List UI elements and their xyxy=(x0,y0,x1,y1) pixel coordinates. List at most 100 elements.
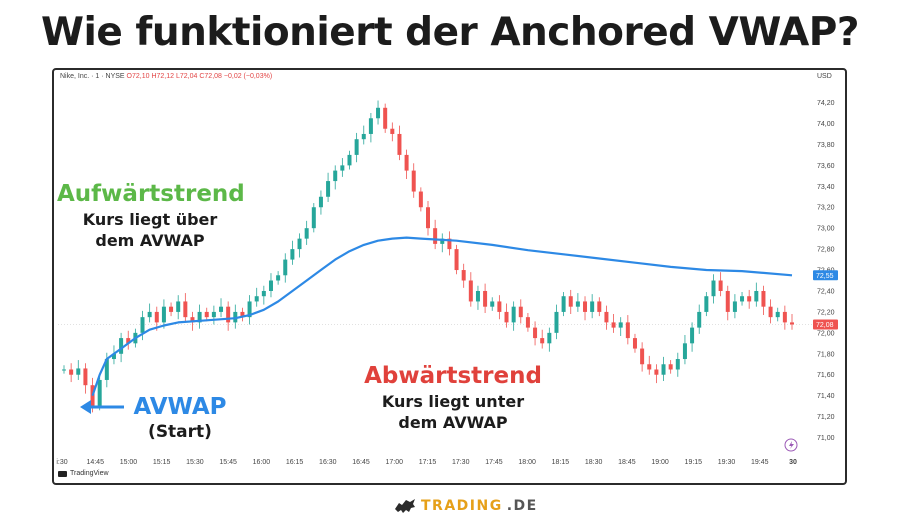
chart-frame[interactable] xyxy=(52,68,847,485)
candle-body xyxy=(768,306,773,318)
y-tick-label: 74,20 xyxy=(817,100,835,107)
y-tick-label: 71,60 xyxy=(817,372,835,379)
avwap-title: AVWAP xyxy=(133,394,227,420)
candle-body xyxy=(169,306,174,312)
x-tick-label: 15:00 xyxy=(120,459,138,466)
last-price-tag-label: 72,08 xyxy=(816,322,834,329)
candle-body xyxy=(119,338,124,354)
candle-body xyxy=(518,306,523,318)
candle-body xyxy=(247,301,252,318)
candle-body xyxy=(197,311,202,323)
candle-body xyxy=(611,322,616,328)
x-tick-label: 30 xyxy=(789,459,797,466)
candle-body xyxy=(497,301,502,312)
candle-body xyxy=(590,301,595,312)
candle-body xyxy=(775,311,780,318)
candle-body xyxy=(83,368,88,386)
candle-body xyxy=(511,306,516,323)
tradingview-logo-icon xyxy=(58,470,67,477)
y-tick-label: 73,40 xyxy=(817,184,835,191)
downtrend-line2: dem AVWAP xyxy=(398,413,508,432)
candle-body xyxy=(126,338,131,344)
avwap-arrow-head xyxy=(80,400,91,414)
lightning-icon xyxy=(789,441,794,449)
candle-body xyxy=(254,296,259,302)
y-tick-label: 72,00 xyxy=(817,330,835,337)
brand-suffix: .DE xyxy=(506,498,538,514)
candle-body xyxy=(790,322,794,325)
candle-body xyxy=(318,196,323,208)
candle-body xyxy=(561,296,566,312)
candle-body xyxy=(668,364,673,370)
tradingview-label: TradingView xyxy=(70,470,109,477)
replay-icon xyxy=(784,438,798,452)
uptrend-line1: Kurs liegt über xyxy=(82,210,218,229)
x-tick-label: 17:00 xyxy=(386,459,404,466)
tradingview-logo[interactable]: TradingView xyxy=(58,470,109,477)
candle-body xyxy=(718,280,723,291)
y-tick-label: 73,00 xyxy=(817,226,835,233)
candle-body xyxy=(711,280,716,297)
candle-body xyxy=(454,249,459,271)
x-tick-label: 16:15 xyxy=(286,459,304,466)
y-tick-label: 71,20 xyxy=(817,414,835,421)
y-tick-label: 72,20 xyxy=(817,309,835,316)
x-tick-label: 18:45 xyxy=(618,459,636,466)
x-tick-label: 19:45 xyxy=(751,459,769,466)
candle-body xyxy=(361,133,366,140)
x-tick-label: 15:45 xyxy=(219,459,237,466)
candle-body xyxy=(540,338,545,344)
candle-body xyxy=(632,338,637,349)
open-value: O72,10 xyxy=(126,73,150,80)
y-tick-label: 71,00 xyxy=(817,435,835,442)
x-tick-label: 14:45 xyxy=(86,459,104,466)
candle-body xyxy=(647,364,652,370)
candle-body xyxy=(297,238,302,250)
avwap-line xyxy=(91,236,793,397)
candle-body xyxy=(483,290,488,307)
candle-body xyxy=(183,301,188,318)
candle-body xyxy=(390,128,395,134)
x-tick-label: 16:30 xyxy=(319,459,337,466)
x-tick-label: 17:30 xyxy=(452,459,470,466)
y-tick-label: 72,80 xyxy=(817,247,835,254)
y-tick-label: 71,80 xyxy=(817,351,835,358)
candle-body xyxy=(418,191,423,208)
candle-body xyxy=(404,154,409,171)
candle-body xyxy=(725,290,730,312)
x-tick-label: 16:00 xyxy=(253,459,271,466)
candle-body xyxy=(761,290,766,307)
candle-body xyxy=(204,311,209,318)
x-tick-label: 19:30 xyxy=(718,459,736,466)
symbol-legend: Nike, Inc. · 1 · NYSE O72,10 H72,12 L72,… xyxy=(60,73,272,80)
candle-body xyxy=(604,311,609,323)
symbol-name: Nike, Inc. · 1 · NYSE xyxy=(60,73,125,80)
candle-body xyxy=(411,170,416,192)
candle-body xyxy=(426,207,430,229)
headline: Wie funktioniert der Anchored VWAP? xyxy=(40,10,860,55)
candle-body xyxy=(347,154,352,166)
candle-body xyxy=(147,311,152,318)
x-tick-label: 19:00 xyxy=(651,459,669,466)
candle-body xyxy=(704,296,709,312)
candle-body xyxy=(675,359,680,370)
candle-body xyxy=(568,296,573,307)
candle-body xyxy=(782,311,787,323)
candle-body xyxy=(533,327,538,339)
downtrend-annotation: Abwärtstrend Kurs liegt unter dem AVWAP xyxy=(360,363,546,433)
candle-body xyxy=(490,301,495,307)
candle-body xyxy=(176,301,181,312)
candle-body xyxy=(333,170,338,182)
uptrend-line2: dem AVWAP xyxy=(95,231,205,250)
x-tick-label: 18:30 xyxy=(585,459,603,466)
candle-body xyxy=(211,311,216,318)
brand-name: TRADING xyxy=(421,498,503,514)
x-tick-label: 15:30 xyxy=(186,459,204,466)
close-value: C72,08 xyxy=(199,73,222,80)
candle-body xyxy=(76,368,81,375)
candle-body xyxy=(440,238,445,244)
y-tick-label: 74,00 xyxy=(817,121,835,128)
candle-body xyxy=(354,139,359,155)
candle-body xyxy=(368,118,373,134)
